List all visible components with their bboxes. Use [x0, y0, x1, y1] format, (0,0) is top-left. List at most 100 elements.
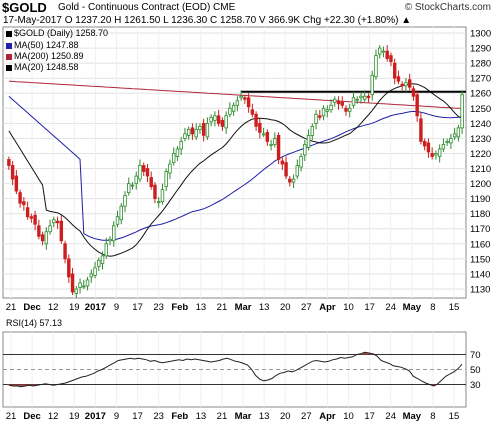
price-x-tick-label: 2017: [85, 302, 106, 313]
candle-body: [243, 97, 247, 100]
candle-body: [78, 282, 82, 288]
candle-body: [336, 100, 341, 105]
candle-body: [310, 125, 315, 136]
rsi-x-tick-label: 24: [385, 411, 396, 422]
rsi-y-tick-label: 50: [470, 365, 481, 376]
candle-body: [411, 88, 416, 97]
price-panel-frame: [2, 26, 467, 299]
rsi-x-tick-label: 13: [259, 411, 270, 422]
rsi-overbought-fill: [362, 352, 367, 355]
rsi-x-tick-label: Mar: [235, 411, 252, 422]
candle-body: [422, 141, 427, 147]
price-y-tick-label: 1130: [470, 284, 490, 295]
rsi-x-tick-label: Feb: [171, 411, 188, 422]
price-y-tick-label: 1250: [470, 104, 491, 115]
legend-swatch-ma200: [6, 53, 12, 60]
price-x-tick-label: 21: [217, 302, 228, 313]
candle-body: [269, 144, 273, 146]
candle-body: [370, 74, 374, 96]
candle-body: [52, 219, 56, 224]
candle-body: [130, 184, 135, 187]
price-y-tick-label: 1240: [470, 119, 491, 130]
candle-body: [123, 195, 127, 207]
price-x-tick-label: 15: [449, 302, 460, 313]
price-y-tick-label: 1150: [470, 254, 490, 265]
candle-body: [112, 225, 116, 242]
rsi-x-tick-label: May: [403, 411, 422, 422]
candle-body: [284, 162, 288, 177]
rsi-line: [8, 351, 463, 388]
price-x-tick-label: Dec: [23, 302, 40, 313]
candle-body: [209, 116, 213, 123]
price-x-tick-label: Mar: [235, 302, 252, 313]
candle-body: [82, 285, 86, 288]
rsi-x-tick-label: 17: [132, 411, 143, 422]
legend-label-ma20: MA(20) 1248.58: [14, 62, 79, 72]
candle-body: [59, 220, 64, 242]
candle-body: [295, 165, 300, 177]
candle-body: [280, 160, 285, 165]
legend-label-price: $GOLD (Daily) 1258.70: [14, 28, 109, 38]
legend-entry-ma20: MA(20) 1248.58: [6, 63, 79, 72]
rsi-x-tick-label: 21: [6, 411, 17, 422]
candle-body: [389, 55, 393, 63]
candle-body: [220, 119, 225, 127]
candle-body: [149, 177, 153, 187]
candle-body: [407, 79, 412, 88]
candle-body: [415, 94, 419, 117]
rsi-x-tick-label: 9: [114, 411, 119, 422]
candle-body: [175, 148, 180, 157]
candle-body: [344, 107, 348, 112]
legend-entry-ma50: MA(50) 1247.88: [6, 41, 79, 50]
candle-body: [37, 225, 41, 237]
candle-body: [385, 50, 389, 60]
price-y-tick-label: 1180: [470, 209, 490, 220]
candle-body: [419, 118, 423, 142]
rsi-x-tick-label: 21: [217, 411, 228, 422]
candle-body: [456, 127, 461, 138]
rsi-y-tick-label: 30: [470, 380, 481, 391]
candle-body: [374, 55, 378, 78]
candle-body: [85, 279, 90, 287]
rsi-oversold-fill: [11, 384, 16, 386]
rsi-x-tick-label: 23: [153, 411, 164, 422]
price-y-tick-label: 1300: [470, 29, 491, 40]
candle-body: [426, 142, 431, 153]
candle-body: [97, 259, 101, 267]
candle-body: [100, 255, 105, 264]
candle-body: [63, 243, 67, 260]
rsi-x-tick-label: 12: [48, 411, 59, 422]
candle-body: [44, 231, 49, 245]
candle-body: [250, 109, 255, 115]
candle-body: [396, 76, 401, 82]
candle-body: [318, 115, 322, 118]
candle-body: [7, 159, 11, 166]
price-x-tick-label: May: [403, 302, 422, 313]
candle-body: [145, 168, 150, 177]
candle-body: [55, 220, 60, 224]
candle-body: [153, 184, 157, 200]
rsi-y-tick-label: 70: [470, 350, 481, 361]
price-x-tick-label: 23: [153, 302, 164, 313]
price-x-tick-label: 13: [196, 302, 207, 313]
price-y-tick-label: 1230: [470, 134, 491, 145]
price-x-tick-label: 21: [6, 302, 17, 313]
candle-body: [138, 165, 142, 180]
candle-body: [452, 133, 457, 138]
candle-body: [231, 104, 236, 112]
candle-body: [449, 138, 453, 144]
candle-body: [115, 216, 120, 225]
instrument-name: Gold - Continuous Contract (EOD) CME: [58, 2, 236, 13]
candle-body: [18, 192, 22, 204]
candle-body: [314, 113, 318, 124]
price-y-tick-label: 1220: [470, 149, 491, 160]
candle-body: [400, 83, 404, 87]
candle-body: [142, 165, 146, 172]
copyright-link[interactable]: © StockCharts.com: [404, 2, 491, 13]
price-x-tick-label: 9: [114, 302, 119, 313]
price-panel: 1130114011501160117011801190120012101220…: [2, 26, 491, 313]
candle-body: [186, 128, 191, 136]
price-x-tick-label: 17: [132, 302, 143, 313]
rsi-x-tick-label: 2017: [85, 411, 106, 422]
candle-body: [333, 98, 337, 103]
